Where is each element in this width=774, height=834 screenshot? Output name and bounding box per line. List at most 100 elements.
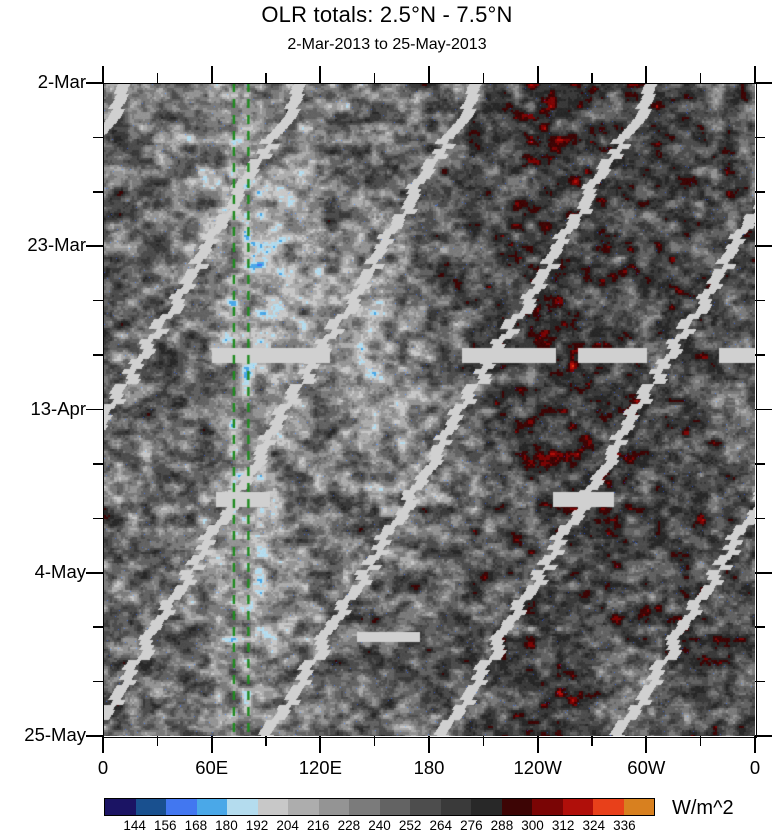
olr-field-canvas	[103, 83, 755, 736]
colorbar-swatch	[105, 799, 136, 815]
y-tick-major-right	[755, 408, 772, 411]
x-tick-minor-top	[373, 73, 376, 83]
colorbar-swatch	[135, 799, 166, 815]
colorbar-swatch	[227, 799, 258, 815]
x-axis-label: 60W	[627, 757, 666, 778]
colorbar-swatch	[471, 799, 502, 815]
colorbar-swatch	[501, 799, 532, 815]
y-tick-major	[86, 82, 103, 84]
x-tick-major	[536, 736, 539, 753]
colorbar	[104, 798, 655, 816]
x-axis-label: 0	[749, 757, 761, 778]
colorbar-tick-label: 168	[184, 818, 208, 833]
x-tick-minor	[265, 736, 267, 746]
x-tick-minor-top	[482, 73, 485, 83]
colorbar-tick-label: 240	[368, 818, 391, 833]
y-axis-label: 23-Mar	[27, 234, 86, 256]
page-subtitle: 2-Mar-2013 to 25-May-2013	[287, 36, 487, 53]
colorbar-swatch	[349, 799, 380, 815]
colorbar-tick-label: 204	[276, 818, 299, 833]
colorbar-tick-label: 312	[551, 818, 575, 833]
y-tick-minor	[93, 136, 103, 139]
y-tick-minor	[93, 680, 103, 683]
x-tick-major-top	[319, 66, 322, 83]
x-tick-major	[319, 736, 322, 753]
y-axis-label: 4-May	[34, 560, 86, 582]
y-tick-minor	[93, 191, 103, 193]
colorbar-swatch	[623, 799, 654, 815]
y-tick-minor-right	[755, 354, 765, 356]
x-tick-minor	[699, 736, 702, 746]
colorbar-tick-label: 288	[490, 818, 514, 833]
y-tick-major-right	[755, 571, 772, 574]
colorbar-tick-label: 252	[398, 818, 422, 833]
x-tick-minor	[373, 736, 376, 746]
x-tick-minor	[482, 736, 485, 746]
x-tick-major-top	[645, 66, 648, 83]
y-axis-label: 25-May	[24, 724, 86, 745]
y-axis-label: 13-Apr	[30, 397, 86, 419]
y-tick-minor-right	[755, 626, 765, 628]
y-tick-minor-right	[755, 680, 765, 683]
colorbar-swatch	[166, 799, 197, 815]
x-tick-major-top	[754, 66, 756, 83]
colorbar-tick-label: 336	[613, 818, 636, 833]
y-tick-minor	[93, 299, 103, 302]
x-tick-major-top	[428, 66, 430, 83]
y-tick-major-right	[755, 735, 772, 737]
x-axis-label: 60E	[195, 757, 229, 778]
x-axis-label: 180	[413, 757, 445, 778]
colorbar-tick-label: 192	[245, 818, 269, 833]
colorbar-tick-label: 264	[429, 818, 452, 833]
colorbar-swatch	[288, 799, 319, 815]
y-tick-major-right	[755, 82, 772, 84]
x-axis-label: 0	[97, 757, 109, 778]
y-tick-major	[86, 408, 103, 411]
colorbar-tick-label: 228	[337, 818, 361, 833]
x-tick-major	[428, 736, 430, 753]
x-tick-minor-top	[156, 73, 159, 83]
x-tick-major	[645, 736, 648, 753]
colorbar-units-label: W/m^2	[672, 797, 734, 819]
y-axis-label: 2-Mar	[37, 71, 86, 92]
y-tick-minor-right	[755, 191, 765, 193]
x-tick-minor-top	[591, 73, 593, 83]
colorbar-swatch	[379, 799, 410, 815]
colorbar-swatch	[532, 799, 563, 815]
y-tick-minor-right	[755, 517, 765, 520]
colorbar-swatch	[257, 799, 288, 815]
x-tick-minor-top	[265, 73, 267, 83]
x-tick-major	[754, 736, 756, 753]
y-tick-major	[86, 245, 103, 248]
y-tick-minor-right	[755, 463, 765, 465]
x-tick-minor	[591, 736, 593, 746]
hovmoller-plot-area	[103, 83, 755, 736]
x-tick-major	[210, 736, 213, 753]
y-tick-minor	[93, 354, 103, 356]
x-tick-minor-top	[699, 73, 702, 83]
page-title: OLR totals: 2.5°N - 7.5°N	[261, 2, 513, 27]
y-tick-major	[86, 571, 103, 574]
colorbar-tick-label: 180	[215, 818, 238, 833]
colorbar-swatch	[410, 799, 441, 815]
x-axis-label: 120W	[513, 757, 562, 778]
colorbar-swatch	[562, 799, 593, 815]
y-tick-minor-right	[755, 136, 765, 139]
x-tick-major	[102, 736, 104, 753]
x-tick-major-top	[536, 66, 539, 83]
x-tick-minor	[156, 736, 159, 746]
y-tick-major-right	[755, 245, 772, 248]
colorbar-tick-label: 156	[153, 818, 177, 833]
colorbar-tick-label: 300	[521, 818, 544, 833]
y-tick-minor	[93, 626, 103, 628]
x-axis-label: 120E	[298, 757, 342, 778]
x-tick-major-top	[102, 66, 104, 83]
y-tick-minor	[93, 463, 103, 465]
x-tick-major-top	[210, 66, 213, 83]
colorbar-swatch	[440, 799, 471, 815]
colorbar-swatch	[196, 799, 227, 815]
y-tick-minor-right	[755, 299, 765, 302]
colorbar-tick-label: 144	[123, 818, 146, 833]
colorbar-swatch	[318, 799, 349, 815]
